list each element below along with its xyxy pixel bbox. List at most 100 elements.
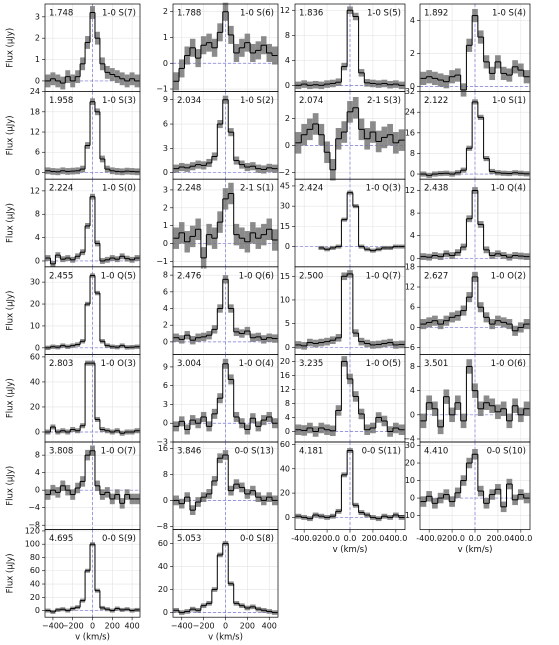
- y-tick-label: 15: [280, 272, 290, 281]
- y-tick-label: 30: [30, 278, 40, 287]
- y-tick-label: 2: [285, 114, 290, 123]
- x-axis-label: v (km/s): [75, 633, 110, 643]
- line-name: 1-0 Q(6): [239, 271, 274, 281]
- wavelength: 2.424: [299, 184, 323, 194]
- wavelength: 3.846: [177, 447, 201, 457]
- y-tick-label: 60: [30, 566, 40, 575]
- y-tick-label: 8: [285, 399, 290, 408]
- y-tick-label: 4: [285, 56, 290, 65]
- wavelength: 1.748: [49, 9, 73, 19]
- y-tick-label: −1: [156, 257, 168, 266]
- y-tick-label: 40: [30, 580, 40, 589]
- line-name: 1-0 S(5): [367, 9, 401, 19]
- y-tick-label: 0: [163, 419, 168, 428]
- y-tick-label: 9: [163, 95, 168, 104]
- y-tick-label: 12: [280, 6, 290, 15]
- y-tick-label: 20: [280, 489, 290, 498]
- y-tick-label: 0: [163, 337, 168, 346]
- y-tick-label: 8: [410, 209, 415, 218]
- y-tick-label: 12: [405, 283, 415, 292]
- panel-frame: [172, 529, 279, 618]
- wavelength: 3.004: [177, 359, 201, 369]
- y-tick-label: 0: [163, 239, 168, 248]
- line-name: 0-0 S(10): [487, 447, 526, 457]
- panel: 0 8 16 24 32 2.122 1-0 S(1): [405, 87, 531, 180]
- y-tick-label: 6: [163, 381, 168, 390]
- x-tick-label: 0.0: [344, 534, 357, 543]
- y-tick-label: −1: [156, 85, 168, 94]
- wavelength: 2.627: [424, 271, 448, 281]
- y-tick-label: 0: [163, 608, 168, 617]
- y-tick-label: 4: [410, 386, 415, 395]
- x-tick-label: 400.0: [384, 534, 407, 543]
- y-tick-label: 60: [30, 352, 40, 361]
- y-tick-label: 8: [410, 362, 415, 371]
- y-axis-label: Flux (μJy): [6, 466, 16, 506]
- x-tick-label: 400: [124, 622, 139, 631]
- y-tick-label: 0: [35, 606, 40, 615]
- x-tick-label: -200.0: [314, 534, 340, 543]
- panel: 0 4 8 12 16 20 3.235 1-0 O(5): [280, 354, 406, 443]
- y-axis-label: Flux (μJy): [6, 28, 16, 68]
- panel: 0 3 6 9 2.034 1-0 S(2): [163, 91, 279, 180]
- panel: −10 0 10 20 30 4.410 0-0 S(10) -400.0-200.0 0.0 2…: [398, 441, 532, 555]
- y-tick-label: 20: [30, 402, 40, 411]
- y-tick-label: 0: [35, 427, 40, 436]
- y-tick-label: 0: [410, 410, 415, 419]
- wavelength: 2.455: [49, 271, 73, 281]
- y-tick-label: 0: [285, 141, 290, 150]
- y-tick-label: 0: [163, 168, 168, 177]
- x-tick-label: 0.0: [469, 534, 482, 543]
- y-tick-label: 8: [285, 31, 290, 40]
- y-tick-label: 30: [405, 441, 415, 450]
- y-tick-label: 12: [405, 186, 415, 195]
- y-axis-label: Flux (μJy): [6, 291, 16, 331]
- line-name: 2-1 S(1): [240, 184, 274, 194]
- wavelength: 2.803: [49, 359, 73, 369]
- wavelength: 3.235: [299, 359, 323, 369]
- y-tick-label: −6: [403, 343, 415, 352]
- x-tick-label: 200.0: [486, 534, 509, 543]
- y-tick-label: 3: [163, 185, 168, 194]
- wavelength: 2.034: [177, 96, 201, 106]
- y-tick-label: 20: [280, 357, 290, 366]
- y-tick-label: −2: [278, 168, 290, 177]
- x-tick-label: −200: [193, 622, 215, 631]
- y-tick-label: 30: [280, 202, 290, 211]
- y-tick-label: 4: [410, 231, 415, 240]
- y-tick-label: 6: [410, 303, 415, 312]
- wavelength: 1.788: [177, 9, 201, 19]
- wavelength: 1.836: [299, 9, 323, 19]
- panel: 0 6 12 18 24 1.958 1-0 S(3) Flux (μJy): [6, 87, 141, 180]
- x-tick-label: −400: [171, 622, 193, 631]
- y-tick-label: 40: [30, 377, 40, 386]
- y-tick-label: 6: [163, 120, 168, 129]
- wavelength: 3.808: [49, 447, 73, 457]
- y-tick-label: 2: [35, 34, 40, 43]
- wavelength: 1.958: [49, 96, 73, 106]
- y-tick-label: 100: [25, 540, 40, 549]
- y-tick-label: 10: [405, 476, 415, 485]
- y-tick-label: 2: [410, 49, 415, 58]
- y-tick-label: 0: [35, 486, 40, 495]
- y-tick-label: 0: [410, 170, 415, 179]
- y-tick-label: 0: [35, 168, 40, 177]
- y-tick-label: 12: [30, 186, 40, 195]
- y-tick-label: 2: [163, 203, 168, 212]
- line-name: 1-0 S(6): [240, 9, 274, 19]
- panel: 0 15 30 45 2.424 1-0 Q(3): [280, 178, 406, 268]
- y-tick-label: 6: [35, 148, 40, 157]
- line-name: 0-0 S(8): [240, 534, 274, 544]
- line-name: 1-0 O(3): [101, 359, 136, 369]
- wavelength: 4.410: [424, 447, 448, 457]
- x-tick-label: 200: [105, 622, 120, 631]
- y-tick-label: 16: [158, 444, 168, 453]
- y-tick-label: 4: [410, 16, 415, 25]
- y-tick-label: −8: [28, 521, 40, 530]
- y-tick-label: −8: [156, 522, 168, 531]
- y-tick-label: 0: [35, 256, 40, 265]
- y-tick-label: 18: [30, 107, 40, 116]
- y-tick-label: 4: [163, 304, 168, 313]
- line-name: 1-0 S(7): [102, 9, 136, 19]
